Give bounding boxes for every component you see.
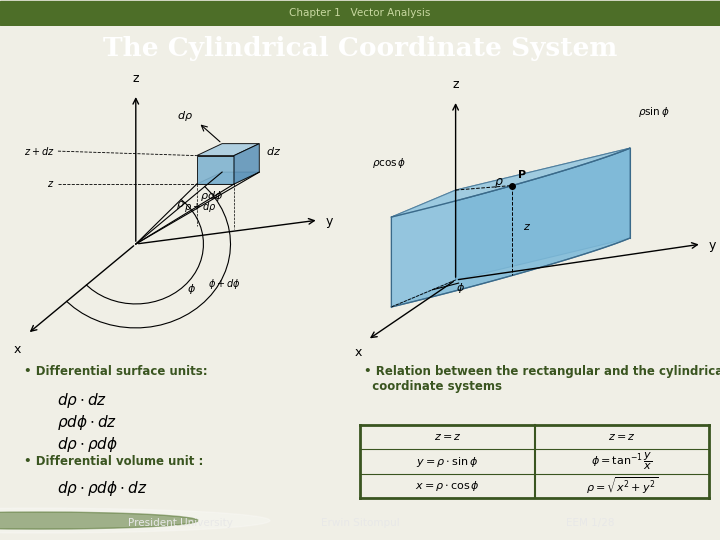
- Text: $\phi = \tan^{-1}\dfrac{y}{x}$: $\phi = \tan^{-1}\dfrac{y}{x}$: [591, 451, 652, 472]
- Text: $z$: $z$: [48, 179, 55, 189]
- Polygon shape: [392, 148, 630, 307]
- Text: P: P: [518, 170, 526, 179]
- Text: $\rho+d\rho$: $\rho+d\rho$: [184, 200, 217, 214]
- Text: • Differential volume unit :: • Differential volume unit :: [24, 455, 204, 468]
- Text: z: z: [132, 72, 139, 85]
- Circle shape: [0, 512, 198, 529]
- Text: $\rho$: $\rho$: [176, 199, 185, 211]
- Text: $\rho \sin\phi$: $\rho \sin\phi$: [638, 105, 670, 119]
- Text: z: z: [523, 222, 529, 232]
- Text: y: y: [325, 215, 333, 228]
- Text: $\rho = \sqrt{x^2 + y^2}$: $\rho = \sqrt{x^2 + y^2}$: [586, 476, 658, 496]
- Polygon shape: [234, 144, 259, 184]
- Polygon shape: [392, 190, 456, 307]
- Text: $\rho d\phi$: $\rho d\phi$: [200, 189, 223, 203]
- Text: x: x: [14, 343, 21, 356]
- Text: $x = \rho \cdot \cos\phi$: $x = \rho \cdot \cos\phi$: [415, 479, 480, 493]
- Polygon shape: [197, 156, 234, 184]
- Polygon shape: [197, 172, 259, 184]
- Text: $z = z$: $z = z$: [433, 433, 461, 442]
- Text: $d\rho \cdot \rho d\phi$: $d\rho \cdot \rho d\phi$: [57, 435, 118, 454]
- Polygon shape: [456, 148, 630, 280]
- Text: EEM 1/28: EEM 1/28: [566, 517, 615, 528]
- Text: z: z: [452, 78, 459, 91]
- Text: $\rho$: $\rho$: [494, 176, 504, 190]
- Text: $\phi$: $\phi$: [456, 281, 465, 295]
- Polygon shape: [197, 144, 259, 156]
- Text: $\rho d\phi \cdot dz$: $\rho d\phi \cdot dz$: [57, 413, 117, 432]
- Text: $\phi$: $\phi$: [187, 282, 196, 296]
- Text: $z+dz$: $z+dz$: [24, 145, 55, 157]
- Text: $z = z$: $z = z$: [608, 433, 636, 442]
- Text: Erwin Sitompul: Erwin Sitompul: [320, 517, 400, 528]
- Text: President University: President University: [127, 517, 233, 528]
- Text: $d\rho \cdot dz$: $d\rho \cdot dz$: [57, 391, 107, 410]
- Text: $d\rho$: $d\rho$: [177, 109, 193, 123]
- Polygon shape: [392, 148, 630, 217]
- Circle shape: [0, 508, 270, 533]
- Text: y: y: [709, 239, 716, 252]
- Text: x: x: [355, 346, 362, 359]
- Text: $d\rho \cdot \rho d\phi \cdot dz$: $d\rho \cdot \rho d\phi \cdot dz$: [57, 479, 148, 498]
- Text: $dz$: $dz$: [266, 145, 282, 157]
- Text: $\phi+d\phi$: $\phi+d\phi$: [208, 278, 241, 291]
- Text: Chapter 1   Vector Analysis: Chapter 1 Vector Analysis: [289, 8, 431, 18]
- Text: $\rho \cos\phi$: $\rho \cos\phi$: [372, 156, 407, 170]
- Text: The Cylindrical Coordinate System: The Cylindrical Coordinate System: [103, 36, 617, 60]
- Text: • Relation between the rectangular and the cylindrical
  coordinate systems: • Relation between the rectangular and t…: [364, 364, 720, 393]
- Text: $y = \rho \cdot \sin\phi$: $y = \rho \cdot \sin\phi$: [416, 455, 478, 469]
- Text: • Differential surface units:: • Differential surface units:: [24, 364, 207, 377]
